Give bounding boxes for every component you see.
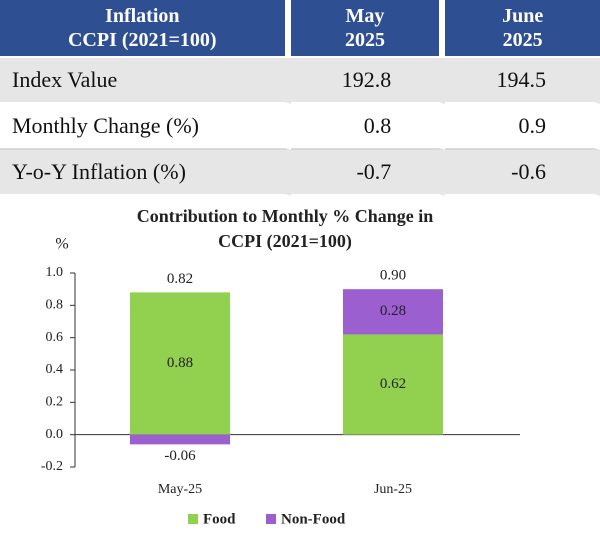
y-tick-label: 0.6 (46, 330, 64, 345)
label-cell: Monthly Change (%) (0, 104, 291, 150)
label-cell: Index Value (0, 58, 291, 104)
bar-segment (343, 334, 443, 435)
value-cell: -0.7 (290, 150, 446, 196)
header-text: 2025 (344, 29, 385, 51)
chart-title: Contribution to Monthly % Change in (137, 206, 434, 226)
bar-segment (343, 289, 443, 335)
value-cell: 0.9 (445, 104, 600, 150)
x-tick-label: Jun-25 (374, 482, 412, 497)
header-text: Inflation (105, 5, 180, 27)
table-row: Y-o-Y Inflation (%) -0.7 -0.6 (0, 150, 600, 196)
legend-swatch (188, 514, 198, 524)
legend-label: Non-Food (281, 511, 346, 527)
chart-title: CCPI (2021=100) (218, 231, 352, 252)
header-text: CCPI (2021=100) (67, 29, 217, 51)
data-label: 0.62 (380, 376, 406, 392)
y-tick-label: 0.4 (46, 362, 64, 377)
value-cell: -0.6 (445, 150, 600, 196)
chart: Contribution to Monthly % Change in CCPI … (41, 206, 520, 527)
legend-label: Food (203, 511, 236, 527)
header-cell: May 2025 (290, 0, 446, 58)
table-row: Index Value 192.8 194.5 (0, 58, 600, 104)
y-tick-label: -0.2 (41, 459, 63, 474)
value-cell: 0.8 (290, 104, 446, 150)
total-label: 0.90 (380, 268, 406, 284)
header-text: June (502, 5, 544, 27)
y-tick-label: 0.8 (46, 298, 64, 313)
header-cell: Inflation CCPI (2021=100) (0, 0, 291, 58)
value-cell: 194.5 (445, 58, 600, 104)
table-row: Monthly Change (%) 0.8 0.9 (0, 104, 600, 150)
total-label: 0.82 (167, 271, 193, 287)
label-cell: Y-o-Y Inflation (%) (0, 150, 291, 196)
header-cell: June 2025 (445, 0, 600, 58)
header-text: 2025 (502, 29, 543, 51)
bar-segment (130, 434, 230, 445)
legend-swatch (266, 514, 276, 524)
header-row: Inflation CCPI (2021=100) May 2025 June 2025 (0, 0, 600, 58)
y-tick-label: 0.2 (46, 395, 64, 410)
data-label: 0.88 (167, 355, 193, 371)
data-label: -0.06 (164, 448, 196, 464)
value-cell: 192.8 (290, 58, 446, 104)
header-text: May (345, 5, 385, 27)
data-label: 0.28 (380, 303, 406, 319)
inflation-table: Inflation CCPI (2021=100) May 2025 June 2025 I… (0, 0, 600, 196)
x-tick-label: May-25 (158, 482, 202, 497)
y-axis-label: % (55, 236, 68, 253)
bar-segment (130, 292, 230, 435)
y-tick-label: 0.0 (46, 427, 64, 442)
y-tick-label: 1.0 (46, 265, 64, 280)
